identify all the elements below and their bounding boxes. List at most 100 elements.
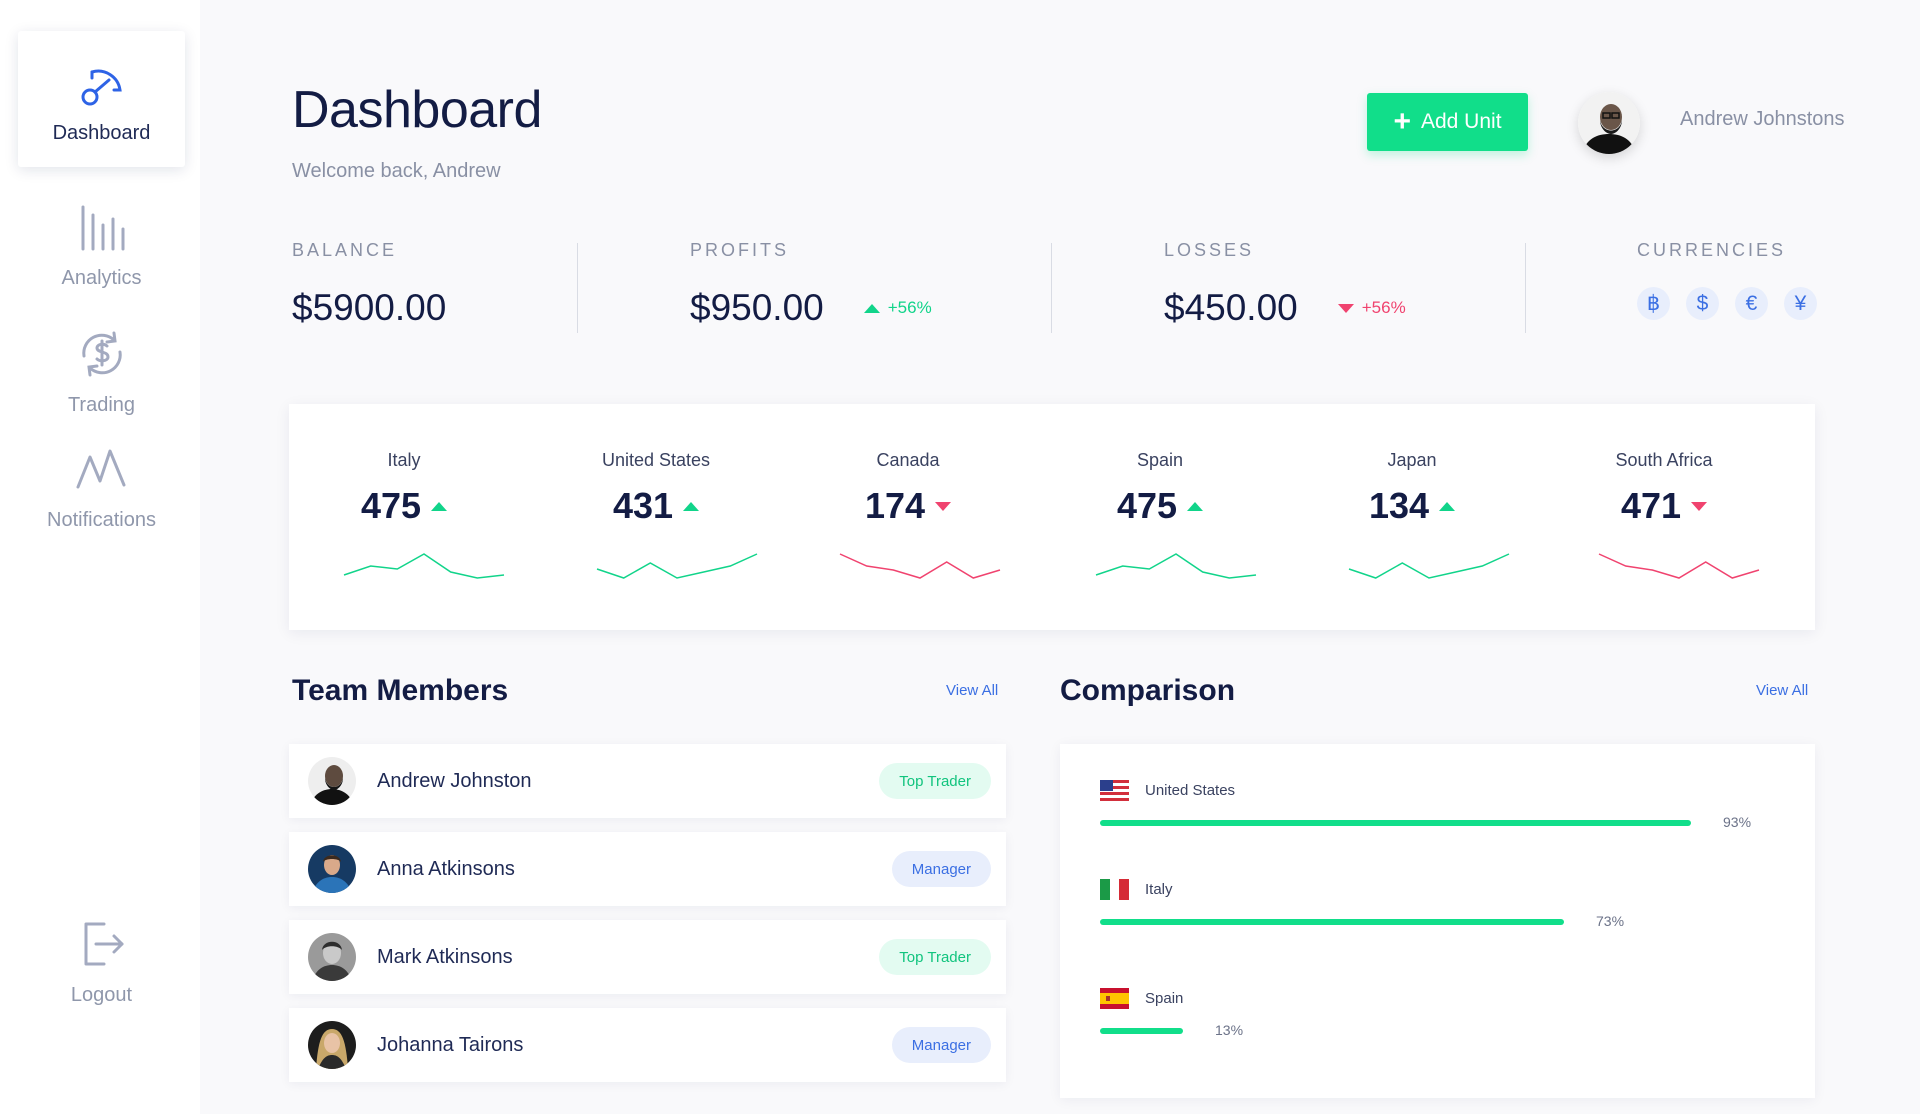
- profits-change: +56%: [863, 298, 932, 318]
- sparkline-path: [1348, 553, 1510, 579]
- plus-icon: +: [1393, 105, 1411, 138]
- losses-label: LOSSES: [1164, 240, 1255, 260]
- losses-change-value: +56%: [1361, 298, 1406, 317]
- user-name[interactable]: Andrew Johnstons: [1680, 108, 1845, 130]
- balance-label: BALANCE: [292, 240, 398, 260]
- country-value: 475: [304, 485, 504, 527]
- losses-change: +56%: [1337, 298, 1406, 318]
- comparison-item: Italy 73%: [1100, 879, 1780, 933]
- country-card[interactable]: Spain 475: [1060, 450, 1260, 527]
- arrow-down-icon: [1691, 501, 1708, 511]
- currencies-stat: CURRENCIES ฿ $ € ¥: [1637, 240, 1817, 320]
- sidebar-item-notifications[interactable]: Notifications: [18, 418, 185, 554]
- euro-icon[interactable]: €: [1735, 287, 1768, 320]
- arrow-up-icon: [863, 303, 880, 313]
- us-flag-icon: [1100, 780, 1129, 801]
- stat-divider: [1051, 243, 1052, 333]
- sidebar-item-label: Analytics: [61, 266, 142, 289]
- country-card[interactable]: South Africa 471: [1564, 450, 1764, 527]
- yen-icon[interactable]: ¥: [1784, 287, 1817, 320]
- welcome-message: Welcome back, Andrew: [292, 160, 501, 182]
- member-name: Johanna Tairons: [377, 1033, 524, 1056]
- country-value-number: 471: [1620, 485, 1682, 526]
- country-value: 471: [1564, 485, 1764, 527]
- arrow-up-icon: [1187, 501, 1204, 511]
- team-members-title: Team Members: [292, 674, 509, 707]
- avatar: [308, 757, 356, 805]
- country-name: United States: [601, 450, 711, 470]
- sparkline-path: [1598, 553, 1760, 579]
- add-unit-button[interactable]: + Add Unit: [1367, 93, 1528, 151]
- losses-value: $450.00: [1164, 287, 1298, 328]
- country-name: Spain: [1136, 450, 1184, 470]
- country-value-number: 134: [1368, 485, 1430, 526]
- bar-chart-icon: [74, 199, 130, 255]
- comparison-bar: [1100, 820, 1691, 826]
- logout-label: Logout: [70, 983, 133, 1006]
- member-name: Mark Atkinsons: [377, 945, 513, 968]
- country-card[interactable]: Italy 475: [304, 450, 504, 527]
- country-value-number: 475: [1116, 485, 1178, 526]
- team-member-row[interactable]: Johanna Tairons Manager: [289, 1008, 1006, 1082]
- sparkline: [1348, 553, 1510, 579]
- arrow-up-icon: [1439, 501, 1456, 511]
- comparison-bar: [1100, 1028, 1183, 1034]
- team-member-row[interactable]: Anna Atkinsons Manager: [289, 832, 1006, 906]
- country-value-number: 475: [360, 485, 422, 526]
- country-card[interactable]: United States 431: [556, 450, 756, 527]
- team-member-row[interactable]: Andrew Johnston Top Trader: [289, 744, 1006, 818]
- sparkline-path: [343, 553, 505, 579]
- comparison-percent: 13%: [1215, 1022, 1244, 1038]
- logout-button[interactable]: Logout: [18, 893, 185, 1029]
- dollar-icon[interactable]: $: [1686, 287, 1719, 320]
- country-value-number: 431: [612, 485, 674, 526]
- country-card[interactable]: Japan 134: [1312, 450, 1512, 527]
- sidebar-item-label: Dashboard: [52, 121, 151, 144]
- country-name: South Africa: [1615, 450, 1713, 470]
- sparkline-path: [596, 553, 758, 579]
- comparison-view-all-link[interactable]: View All: [1756, 682, 1809, 699]
- country-stats-panel: Italy 475 United States 431 Canada 174 Spain 47…: [289, 404, 1815, 630]
- gauge-icon: [74, 54, 130, 110]
- sidebar: Dashboard Analytics Trading: [0, 0, 200, 1114]
- stat-divider: [577, 243, 578, 333]
- comparison-country: Spain: [1145, 990, 1184, 1007]
- italy-flag-icon: [1100, 879, 1129, 900]
- profits-label: PROFITS: [690, 240, 790, 260]
- stat-divider: [1525, 243, 1526, 333]
- country-name: Japan: [1387, 450, 1437, 470]
- arrow-down-icon: [935, 501, 952, 511]
- arrow-up-icon: [431, 501, 448, 511]
- sidebar-item-label: Trading: [67, 393, 136, 416]
- team-view-all-link[interactable]: View All: [946, 682, 999, 699]
- role-badge: Top Trader: [879, 939, 991, 975]
- country-name: Italy: [387, 450, 421, 470]
- losses-stat: LOSSES $450.00 +56%: [1164, 240, 1406, 329]
- currencies-label: CURRENCIES: [1637, 240, 1787, 260]
- avatar: [308, 1021, 356, 1069]
- arrow-down-icon: [1337, 303, 1354, 313]
- country-name: Canada: [876, 450, 940, 470]
- country-card[interactable]: Canada 174: [808, 450, 1008, 527]
- team-member-row[interactable]: Mark Atkinsons Top Trader: [289, 920, 1006, 994]
- country-value: 431: [556, 485, 756, 527]
- sidebar-item-trading[interactable]: Trading: [18, 303, 185, 439]
- comparison-item: United States 93%: [1100, 780, 1780, 834]
- role-badge: Top Trader: [879, 763, 991, 799]
- role-badge: Manager: [891, 1027, 991, 1063]
- profits-change-value: +56%: [887, 298, 932, 317]
- comparison-bar: [1100, 919, 1564, 925]
- sparkline: [1598, 553, 1760, 579]
- sidebar-item-dashboard[interactable]: Dashboard: [18, 31, 185, 167]
- role-badge: Manager: [891, 851, 991, 887]
- member-name: Andrew Johnston: [377, 769, 532, 792]
- page-title: Dashboard: [292, 81, 542, 139]
- bitcoin-icon[interactable]: ฿: [1637, 287, 1670, 320]
- comparison-country: United States: [1145, 782, 1236, 799]
- avatar: [308, 845, 356, 893]
- comparison-country: Italy: [1145, 881, 1173, 898]
- sidebar-item-analytics[interactable]: Analytics: [18, 176, 185, 312]
- comparison-panel: United States 93% Italy 73% Spain 13%: [1060, 744, 1815, 1098]
- country-value: 174: [808, 485, 1008, 527]
- avatar[interactable]: [1578, 92, 1640, 154]
